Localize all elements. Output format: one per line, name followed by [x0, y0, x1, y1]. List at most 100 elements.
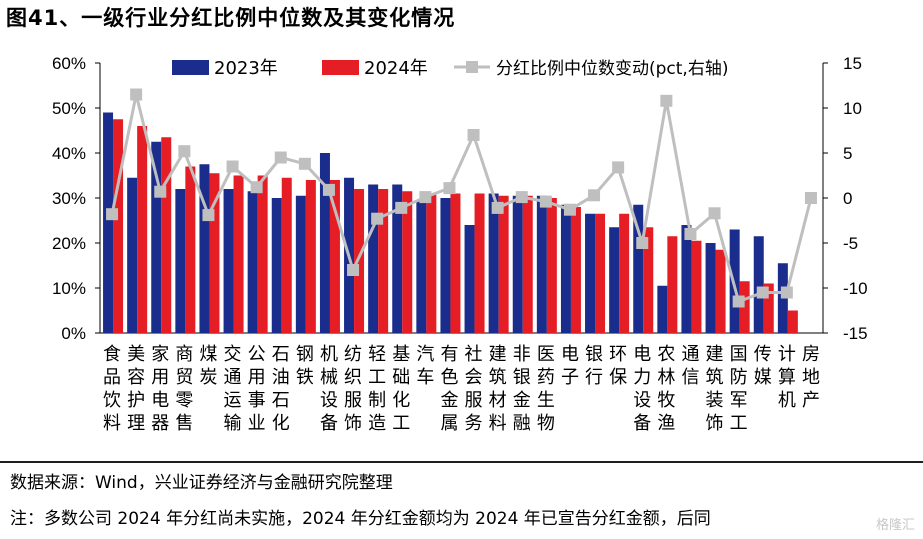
category-label: 农 [657, 344, 675, 365]
category-label: 医 [537, 344, 555, 365]
bar-2023 [440, 198, 451, 333]
category-label: 纺 [344, 344, 362, 365]
line-point-marker [178, 145, 191, 158]
category-label: 料 [103, 413, 121, 434]
category-label: 力 [633, 367, 651, 388]
bar-2024 [209, 173, 220, 333]
bar-2024 [137, 126, 148, 333]
category-label: 设 [633, 390, 651, 411]
category-label: 社 [465, 344, 483, 365]
category-label: 银 [585, 344, 603, 365]
legend-label: 2023年 [214, 58, 278, 79]
y-right-tick-label: 15 [843, 54, 862, 73]
bar-2023 [175, 189, 186, 333]
line-point-marker [419, 191, 432, 204]
bar-2023 [585, 213, 596, 333]
category-label: 工 [368, 367, 386, 388]
category-label: 售 [175, 413, 193, 434]
bar-2023 [657, 285, 668, 333]
category-label: 色 [440, 367, 458, 388]
bar-2023 [464, 225, 475, 333]
bar-2024 [426, 193, 437, 333]
line-point-marker [202, 209, 215, 222]
bar-2023 [247, 191, 258, 333]
category-label: 通 [224, 367, 242, 388]
category-label: 化 [272, 413, 290, 434]
category-label: 础 [392, 367, 410, 388]
category-label: 建 [706, 344, 724, 365]
category-label: 传 [754, 344, 772, 365]
bar-2024 [570, 207, 581, 333]
line-point-marker [154, 185, 167, 198]
category-label: 林 [657, 367, 675, 388]
category-label: 石 [272, 390, 290, 411]
line-point-marker [563, 203, 576, 216]
footnote: 注：多数公司 2024 年分红尚未实施，2024 年分红金额均为 2024 年已… [10, 509, 711, 529]
category-label: 器 [151, 413, 169, 434]
bar-2023 [199, 164, 210, 333]
bar-2024 [787, 310, 798, 333]
category-label: 品 [103, 367, 121, 388]
category-label: 电 [561, 344, 579, 365]
bar-2024 [378, 189, 389, 333]
bar-2023 [151, 141, 162, 333]
bar-2023 [753, 236, 764, 333]
y-left-tick-label: 10% [52, 279, 86, 298]
category-label: 地 [802, 367, 820, 388]
category-label: 用 [151, 367, 169, 388]
category-label: 事 [248, 390, 266, 411]
category-label: 容 [127, 367, 145, 388]
bar-2024 [546, 198, 557, 333]
category-label: 产 [802, 390, 820, 411]
category-label: 轻 [368, 344, 386, 365]
line-point-marker [539, 195, 552, 208]
category-label: 建 [489, 344, 507, 365]
category-label: 非 [513, 344, 531, 365]
category-label: 饰 [706, 413, 724, 434]
bar-2024 [619, 213, 630, 333]
category-label: 服 [465, 390, 483, 411]
bar-2024 [402, 191, 413, 333]
category-label: 造 [368, 413, 386, 434]
bar-2024 [354, 189, 365, 333]
bar-2023 [681, 225, 692, 333]
category-label: 牧 [657, 390, 675, 411]
category-label: 金 [513, 390, 531, 411]
bar-2024 [281, 177, 292, 333]
category-label: 基 [392, 344, 410, 365]
y-left-tick-label: 50% [52, 99, 86, 118]
bar-2024 [305, 180, 316, 333]
y-right-tick-label: 5 [843, 144, 852, 163]
bar-2024 [498, 195, 509, 333]
category-label: 房 [802, 344, 820, 365]
category-label: 备 [633, 413, 651, 434]
bar-2024 [257, 175, 268, 333]
category-label: 铁 [296, 367, 314, 388]
footer-divider [0, 461, 923, 463]
bar-2023 [223, 189, 234, 333]
bar-2024 [595, 213, 606, 333]
bar-2024 [715, 249, 726, 333]
category-label: 药 [537, 367, 555, 388]
bar-2024 [643, 227, 654, 333]
line-point-marker [347, 264, 360, 276]
bar-2024 [667, 236, 678, 333]
category-label: 环 [609, 344, 627, 365]
bar-2023 [392, 184, 403, 333]
category-label: 家 [151, 344, 169, 365]
bar-2023 [319, 153, 330, 333]
bar-2023 [560, 204, 571, 333]
y-left-tick-label: 0% [61, 324, 86, 343]
bar-2023 [368, 184, 379, 333]
line-point-marker [804, 192, 817, 204]
bar-2024 [161, 137, 172, 333]
bar-2023 [512, 195, 523, 333]
source-note: 数据来源：Wind，兴业证券经济与金融研究院整理 [10, 473, 393, 493]
category-label: 国 [730, 344, 748, 365]
line-point-marker [756, 286, 769, 299]
line-point-marker [612, 161, 625, 174]
category-label: 工 [392, 413, 410, 434]
bar-2023 [488, 193, 499, 333]
bar-2023 [127, 177, 138, 333]
y-left-tick-label: 30% [52, 189, 86, 208]
